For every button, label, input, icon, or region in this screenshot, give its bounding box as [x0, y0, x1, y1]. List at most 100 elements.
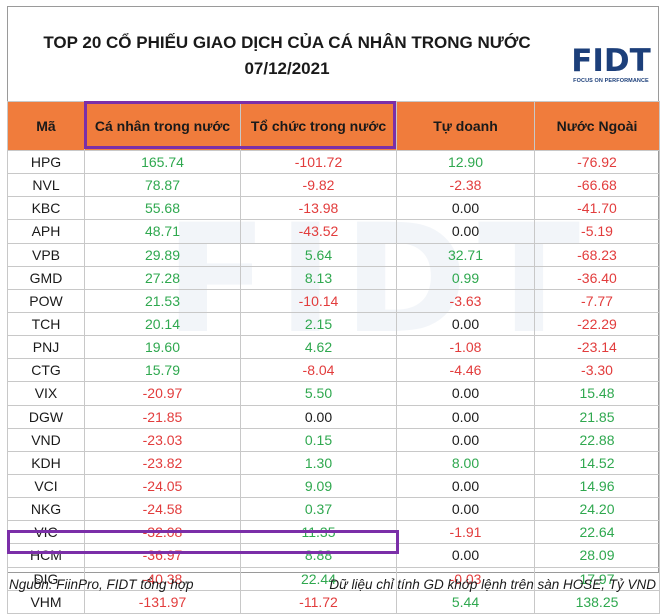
cell-to-chuc: 5.64 [240, 242, 397, 267]
cell-nuoc-ngoai: -5.19 [534, 219, 660, 244]
cell-ca-nhan: 78.87 [84, 173, 241, 198]
table-row: VCI -24.05 9.09 0.00 14.96 [7, 473, 660, 499]
logo-wordmark: FIDT [571, 43, 651, 79]
table-row: NVL 78.87 -9.82 -2.38 -66.68 [7, 173, 660, 198]
cell-tu-doanh: -3.63 [396, 288, 535, 313]
cell-nuoc-ngoai: -3.30 [534, 358, 660, 383]
header-nuoc-ngoai: Nước Ngoài [534, 101, 660, 151]
data-note: Dữ liệu chỉ tính GD khớp lệnh trên sàn H… [329, 577, 656, 592]
cell-code: VHM [7, 589, 85, 614]
cell-ca-nhan: 20.14 [84, 311, 241, 337]
table-header-row: Mã Cá nhân trong nước Tổ chức trong nước Tự… [7, 101, 660, 151]
table-row: VIC -32.08 11.35 -1.91 22.64 [7, 520, 660, 545]
title-date: 07/12/2021 [244, 59, 330, 78]
table-row: VPB 29.89 5.64 32.71 -68.23 [7, 242, 660, 267]
cell-tu-doanh: 8.00 [396, 450, 535, 475]
cell-code: POW [7, 288, 85, 313]
table-row: POW 21.53 -10.14 -3.63 -7.77 [7, 288, 660, 313]
table-row: KBC 55.68 -13.98 0.00 -41.70 [7, 196, 660, 221]
cell-to-chuc: -101.72 [240, 149, 397, 175]
header-ca-nhan: Cá nhân trong nước [84, 101, 241, 151]
cell-code: VIC [7, 520, 85, 545]
cell-ca-nhan: 55.68 [84, 196, 241, 221]
cell-code: KDH [7, 450, 85, 475]
cell-nuoc-ngoai: 138.25 [534, 589, 660, 614]
cell-tu-doanh: 0.99 [396, 265, 535, 290]
cell-to-chuc: 4.62 [240, 335, 397, 360]
cell-code: TCH [7, 311, 85, 337]
cell-tu-doanh: 32.71 [396, 242, 535, 267]
cell-nuoc-ngoai: -22.29 [534, 311, 660, 337]
cell-tu-doanh: 5.44 [396, 589, 535, 614]
cell-code: VND [7, 427, 85, 452]
cell-ca-nhan: 27.28 [84, 265, 241, 290]
table-row: TCH 20.14 2.15 0.00 -22.29 [7, 311, 660, 337]
header-ma: Mã [7, 101, 85, 151]
cell-nuoc-ngoai: 22.64 [534, 520, 660, 545]
cell-to-chuc: 5.50 [240, 381, 397, 406]
cell-code: APH [7, 219, 85, 244]
cell-ca-nhan: -32.08 [84, 520, 241, 545]
table-row: GMD 27.28 8.13 0.99 -36.40 [7, 265, 660, 290]
cell-tu-doanh: 0.00 [396, 196, 535, 221]
cell-to-chuc: 0.00 [240, 404, 397, 429]
table-row: CTG 15.79 -8.04 -4.46 -3.30 [7, 358, 660, 383]
cell-ca-nhan: -24.05 [84, 473, 241, 499]
cell-code: HPG [7, 149, 85, 175]
cell-nuoc-ngoai: 21.85 [534, 404, 660, 429]
cell-tu-doanh: -1.91 [396, 520, 535, 545]
cell-tu-doanh: 0.00 [396, 219, 535, 244]
cell-tu-doanh: -2.38 [396, 173, 535, 198]
cell-tu-doanh: 0.00 [396, 311, 535, 337]
fidt-logo: FIDT FOCUS ON PERFORMANCE [570, 44, 652, 94]
cell-ca-nhan: 48.71 [84, 219, 241, 244]
header-to-chuc: Tổ chức trong nước [240, 101, 397, 151]
table-body: HPG 165.74 -101.72 12.90 -76.92 NVL 78.87 -9.82… [7, 149, 660, 614]
cell-tu-doanh: 0.00 [396, 543, 535, 568]
source-note: Nguồn: FiinPro, FIDT tổng hợp [9, 577, 194, 592]
cell-to-chuc: 22.44 [240, 566, 397, 591]
cell-code: NVL [7, 173, 85, 198]
cell-ca-nhan: 15.79 [84, 358, 241, 383]
cell-to-chuc: 0.37 [240, 497, 397, 522]
cell-code: CTG [7, 358, 85, 383]
table-row: KDH -23.82 1.30 8.00 14.52 [7, 450, 660, 475]
header-tu-doanh: Tự doanh [396, 101, 535, 151]
cell-ca-nhan: 21.53 [84, 288, 241, 313]
cell-nuoc-ngoai: 14.52 [534, 450, 660, 475]
cell-code: PNJ [7, 335, 85, 360]
cell-to-chuc: 9.09 [240, 473, 397, 499]
cell-nuoc-ngoai: -41.70 [534, 196, 660, 221]
cell-code: VCI [7, 473, 85, 499]
cell-code: GMD [7, 265, 85, 290]
cell-to-chuc: -11.72 [240, 589, 397, 614]
cell-tu-doanh: 0.00 [396, 427, 535, 452]
cell-nuoc-ngoai: 14.96 [534, 473, 660, 499]
table-row: HCM -36.97 8.88 0.00 28.09 [7, 543, 660, 568]
cell-ca-nhan: -24.58 [84, 497, 241, 522]
cell-nuoc-ngoai: 17.97 [534, 566, 660, 591]
cell-code: VPB [7, 242, 85, 267]
cell-nuoc-ngoai: -7.77 [534, 288, 660, 313]
table-row: APH 48.71 -43.52 0.00 -5.19 [7, 219, 660, 244]
cell-to-chuc: -10.14 [240, 288, 397, 313]
table-row: DGW -21.85 0.00 0.00 21.85 [7, 404, 660, 429]
cell-to-chuc: -9.82 [240, 173, 397, 198]
cell-tu-doanh: -1.08 [396, 335, 535, 360]
cell-ca-nhan: -36.97 [84, 543, 241, 568]
cell-ca-nhan: 165.74 [84, 149, 241, 175]
cell-nuoc-ngoai: 28.09 [534, 543, 660, 568]
cell-to-chuc: -13.98 [240, 196, 397, 221]
report-title: TOP 20 CỔ PHIẾU GIAO DỊCH CỦA CÁ NHÂN TR… [7, 30, 567, 82]
cell-ca-nhan: 19.60 [84, 335, 241, 360]
cell-to-chuc: 2.15 [240, 311, 397, 337]
cell-code: VIX [7, 381, 85, 406]
cell-nuoc-ngoai: -66.68 [534, 173, 660, 198]
table-row: HPG 165.74 -101.72 12.90 -76.92 [7, 149, 660, 175]
cell-nuoc-ngoai: 15.48 [534, 381, 660, 406]
cell-tu-doanh: 0.00 [396, 404, 535, 429]
cell-ca-nhan: -23.82 [84, 450, 241, 475]
table-row: VHM -131.97 -11.72 5.44 138.25 [7, 589, 660, 614]
table-row: VIX -20.97 5.50 0.00 15.48 [7, 381, 660, 406]
cell-to-chuc: 0.15 [240, 427, 397, 452]
